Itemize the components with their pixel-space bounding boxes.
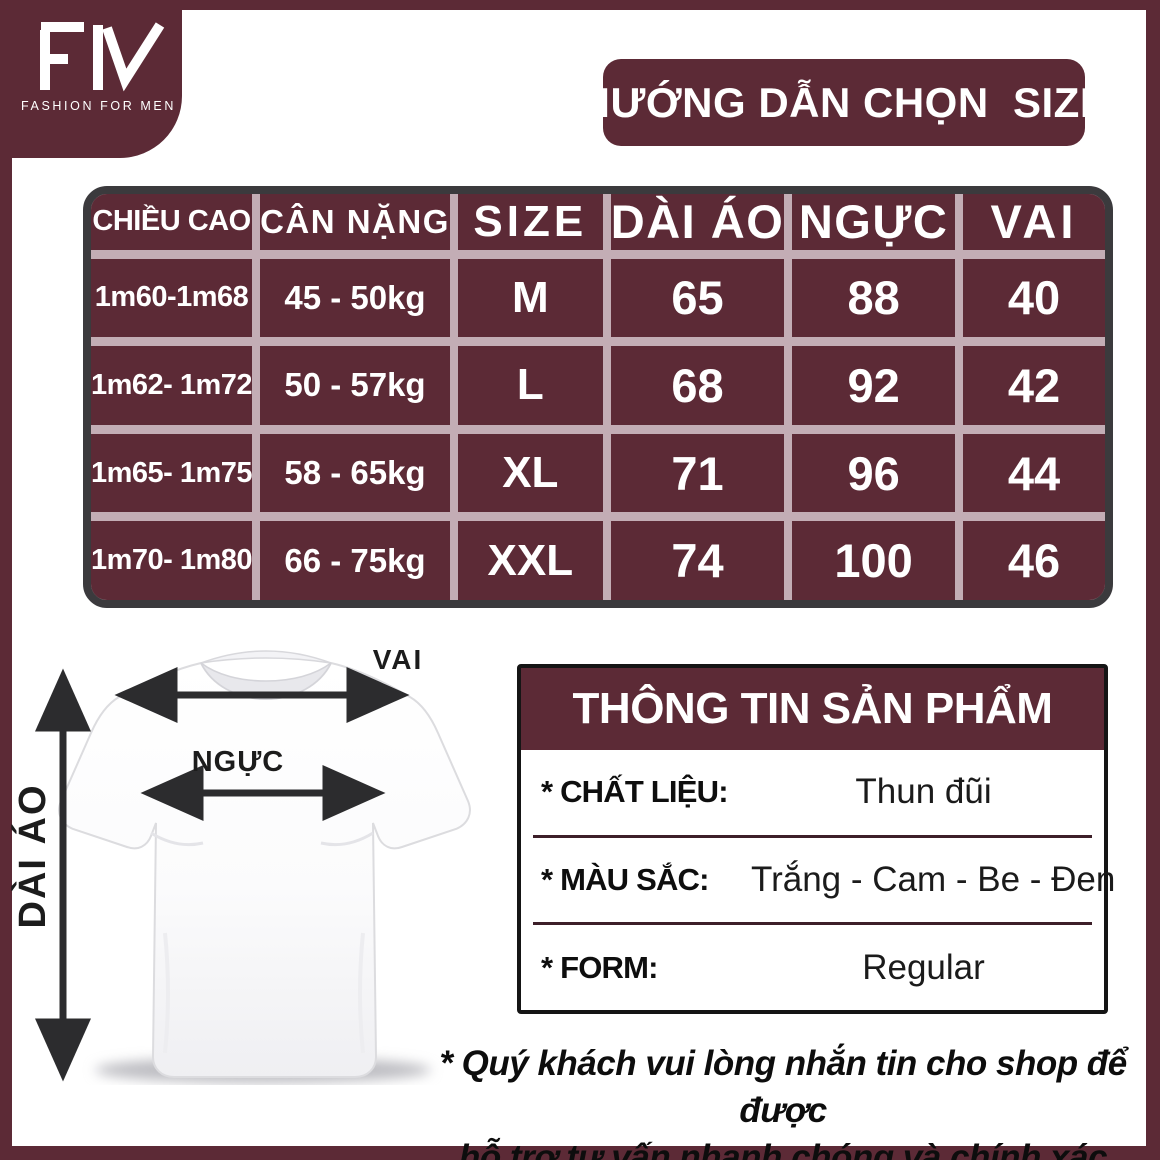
size-table-header-cell: NGỰC: [792, 194, 955, 250]
product-info-rows: * CHẤT LIỆU: Thun đũi * MÀU SẮC: Trắng -…: [521, 750, 1115, 1010]
size-table-cell: 42: [962, 346, 1105, 425]
size-table-header-cell: SIZE: [457, 194, 603, 250]
form-value: Regular: [862, 947, 985, 987]
size-table-cell: 1m60-1m68: [91, 258, 253, 338]
size-table-cell: 65: [610, 258, 785, 338]
note-line-1: * Quý khách vui lòng nhắn tin cho shop đ…: [439, 1044, 1127, 1130]
shop-support-note: * Quý khách vui lòng nhắn tin cho shop đ…: [428, 1040, 1138, 1160]
size-table-cell: 71: [610, 433, 785, 513]
size-table-cell: XXL: [457, 521, 603, 600]
info-row-form: * FORM: Regular: [521, 925, 1104, 1010]
frame-bottom-bar: [0, 1146, 1160, 1160]
size-table-cell: 100: [792, 521, 955, 600]
size-table-cell: 1m62- 1m72: [91, 346, 253, 425]
size-table-cell: 44: [962, 433, 1105, 513]
material-value: Thun đũi: [855, 772, 992, 812]
size-table-cell: XL: [457, 433, 603, 513]
tshirt-diagram: [35, 650, 471, 1083]
size-table-cell: 66 - 75kg: [260, 521, 450, 600]
note-line-2: hỗ trợ tư vấn nhanh chóng và chính xác n…: [459, 1138, 1107, 1160]
size-table-cell: 92: [792, 346, 955, 425]
shoulder-measure-label: VAI: [372, 644, 424, 675]
tshirt-illustration: [58, 650, 471, 1078]
size-table-cell: 50 - 57kg: [260, 346, 450, 425]
size-table-cell: 45 - 50kg: [260, 258, 450, 338]
page-title: HƯỚNG DẪN CHỌN SIZE: [579, 78, 1109, 126]
size-table-cell: 88: [792, 258, 955, 338]
brand-tagline: FASHION FOR MEN: [21, 99, 176, 113]
color-label: * MÀU SẮC:: [541, 862, 709, 897]
size-table-cell: L: [457, 346, 603, 425]
product-info-title: THÔNG TIN SẢN PHẨM: [521, 668, 1104, 750]
size-table-header-cell: DÀI ÁO: [610, 194, 785, 250]
length-measure-label: DÀI ÁO: [12, 783, 54, 929]
size-table: CHIỀU CAO CÂN NẶNG SIZE DÀI ÁO NGỰC VAI 1m60-1…: [83, 186, 1113, 608]
frame-top-bar: [0, 0, 1160, 10]
divider: [533, 834, 1092, 838]
size-table-cell: M: [457, 258, 603, 338]
size-table-cell: 40: [962, 258, 1105, 338]
size-table-cell: 74: [610, 521, 785, 600]
size-table-cell: 68: [610, 346, 785, 425]
size-table-header-cell: CÂN NẶNG: [260, 194, 450, 250]
divider: [533, 922, 1092, 926]
product-info-box: THÔNG TIN SẢN PHẨM * CHẤT LIỆU: Thun đũi…: [517, 664, 1115, 1014]
size-table-cell: 1m70- 1m80: [91, 521, 253, 600]
brand-logo: FASHION FOR MEN: [0, 0, 182, 158]
size-table-cell: 96: [792, 433, 955, 513]
size-table-grid: CHIỀU CAO CÂN NẶNG SIZE DÀI ÁO NGỰC VAI 1m60-1…: [91, 194, 1105, 600]
form-label: * FORM:: [541, 949, 658, 985]
frame-right-bar: [1146, 0, 1160, 1160]
size-table-cell: 46: [962, 521, 1105, 600]
color-value: Trắng - Cam - Be - Đen: [751, 860, 1116, 899]
size-table-cell: 1m65- 1m75: [91, 433, 253, 513]
material-label: * CHẤT LIỆU:: [541, 774, 729, 810]
info-row-material: * CHẤT LIỆU: Thun đũi: [521, 750, 1104, 835]
info-row-color: * MÀU SẮC: Trắng - Cam - Be - Đen: [521, 838, 1115, 923]
size-guide-banner: HƯỚNG DẪN CHỌN SIZE: [580, 59, 1108, 146]
chest-measure-label: NGỰC: [191, 746, 285, 778]
fm-logo-icon: [40, 22, 165, 92]
frame-left-bar: [0, 0, 12, 1160]
size-table-cell: 58 - 65kg: [260, 433, 450, 513]
size-table-header-cell: VAI: [962, 194, 1105, 250]
size-table-header-cell: CHIỀU CAO: [91, 194, 253, 250]
